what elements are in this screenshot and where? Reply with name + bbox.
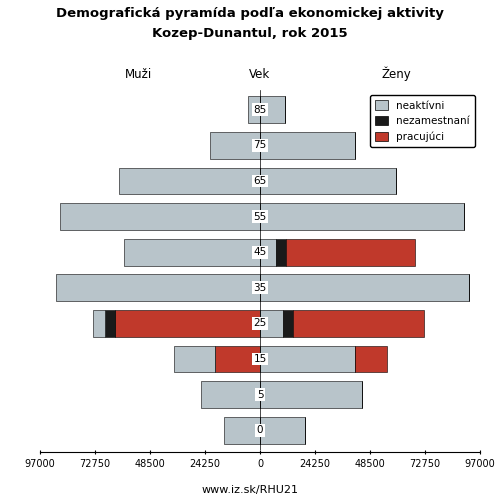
Text: 85: 85: [254, 104, 266, 115]
Bar: [94, 310, 104, 337]
Bar: [260, 382, 362, 408]
Text: 65: 65: [254, 176, 266, 186]
Text: Kozep-Dunantul, rok 2015: Kozep-Dunantul, rok 2015: [152, 28, 348, 40]
Text: Demografická pyramída podľa ekonomickej aktivity: Demografická pyramída podľa ekonomickej …: [56, 8, 444, 20]
Text: 5: 5: [256, 390, 264, 400]
Bar: [60, 203, 260, 230]
Bar: [260, 274, 468, 301]
Bar: [260, 417, 306, 444]
Bar: [260, 239, 276, 266]
Bar: [56, 274, 260, 301]
Bar: [293, 310, 424, 337]
Text: 15: 15: [254, 354, 266, 364]
Bar: [260, 96, 285, 123]
Bar: [260, 346, 356, 372]
Bar: [260, 203, 464, 230]
Text: 25: 25: [254, 318, 266, 328]
Text: Ženy: Ženy: [382, 66, 412, 81]
Text: Muži: Muži: [126, 68, 152, 81]
Text: 35: 35: [254, 283, 266, 293]
Text: www.iz.sk/RHU21: www.iz.sk/RHU21: [202, 485, 298, 495]
Bar: [120, 168, 260, 194]
Text: 45: 45: [254, 247, 266, 257]
Bar: [276, 239, 286, 266]
Text: 75: 75: [254, 140, 266, 150]
Bar: [260, 132, 356, 158]
Bar: [356, 346, 387, 372]
Bar: [214, 346, 260, 372]
Bar: [260, 310, 282, 337]
Bar: [260, 168, 396, 194]
Bar: [174, 346, 214, 372]
Bar: [210, 132, 260, 158]
Text: 0: 0: [257, 426, 263, 436]
Bar: [115, 310, 260, 337]
Bar: [248, 96, 260, 123]
Bar: [224, 417, 260, 444]
Bar: [124, 239, 260, 266]
Text: Vek: Vek: [250, 68, 270, 81]
Text: 55: 55: [254, 212, 266, 222]
Bar: [282, 310, 293, 337]
Bar: [201, 382, 260, 408]
Bar: [104, 310, 115, 337]
Bar: [286, 239, 416, 266]
Legend: neaktívni, nezamestnaní, pracujúci: neaktívni, nezamestnaní, pracujúci: [370, 95, 475, 147]
